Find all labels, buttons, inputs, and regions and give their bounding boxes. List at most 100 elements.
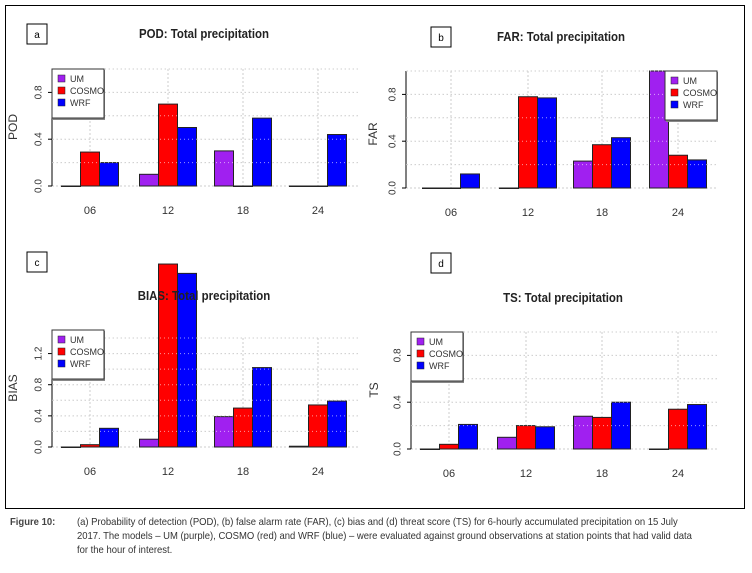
y-tick-label: 1.2: [34, 346, 45, 360]
bar-wrf-24: [327, 400, 347, 448]
bar-wrf-24: [687, 404, 707, 450]
bar-wrf-12: [537, 97, 557, 189]
y-tick-label: 0.0: [393, 442, 404, 456]
x-tick-label: 06: [84, 205, 96, 217]
y-tick-label: 0.0: [388, 181, 399, 195]
bar-cosmo-06: [80, 444, 100, 448]
bar-um-12: [139, 438, 159, 448]
bar-wrf-24: [687, 159, 707, 189]
chart-title: POD: Total precipitation: [139, 26, 269, 41]
x-tick-label: 24: [672, 468, 684, 480]
legend-label-cosmo: COSMO: [70, 347, 104, 357]
panel-a: 0.0 0.4 0.8 POD 06 12 18 24 POD: Total precipita…: [6, 23, 358, 217]
y-tick-label: 0.0: [34, 440, 45, 454]
panel-tag: c: [35, 258, 40, 269]
panel-tag: a: [34, 30, 40, 41]
legend-label-um: UM: [683, 76, 697, 86]
legend-swatch-wrf: [416, 361, 425, 370]
bar-um-06: [420, 448, 440, 450]
legend: UM COSMO WRF: [410, 331, 464, 383]
x-tick-label: 12: [522, 207, 534, 219]
panel-d: 0.0 0.4 0.8 TS 06 12 18 24 TS: Total precipitati…: [367, 252, 718, 480]
bar-wrf-06: [99, 427, 119, 448]
x-tick-label: 06: [445, 207, 457, 219]
bar-um-24: [289, 185, 309, 187]
bar-cosmo-18: [233, 185, 253, 187]
panel-tag-box: [430, 26, 452, 48]
figure-caption: Figure 10: (a) Probability of detection …: [10, 516, 694, 558]
bar-wrf-18: [252, 117, 272, 187]
x-tick-label: 06: [84, 466, 96, 478]
legend-label-um: UM: [70, 74, 84, 84]
legend-swatch-um: [57, 74, 66, 83]
y-tick-label: 0.4: [393, 395, 404, 409]
bar-wrf-06: [460, 173, 480, 189]
y-tick-label: 0.8: [388, 87, 399, 101]
x-tick-label: 12: [162, 205, 174, 217]
bar-um-06: [61, 185, 81, 187]
x-tick-label: 18: [596, 468, 608, 480]
bar-wrf-18: [611, 137, 631, 189]
y-tick-label: 0.8: [393, 348, 404, 362]
legend: UM COSMO WRF: [51, 68, 105, 120]
bar-cosmo-24: [308, 185, 328, 187]
legend-label-wrf: WRF: [683, 100, 704, 110]
panel-tag: b: [438, 33, 444, 44]
bar-wrf-12: [535, 426, 555, 450]
legend-label-cosmo: COSMO: [429, 349, 463, 359]
panel-b: 0.0 0.4 0.8 FAR 06 12 18 24 FAR: Total precipita…: [366, 26, 718, 219]
legend-swatch-cosmo: [57, 347, 66, 356]
panel-tag-box: [430, 252, 452, 274]
bar-cosmo-24: [668, 154, 688, 189]
y-tick-label: 0.4: [388, 134, 399, 148]
x-tick-label: 24: [312, 466, 324, 478]
legend: UM COSMO WRF: [51, 329, 105, 381]
bar-wrf-18: [252, 367, 272, 448]
bar-cosmo-18: [592, 416, 612, 450]
bar-um-12: [497, 436, 517, 450]
legend-label-wrf: WRF: [70, 98, 91, 108]
bar-cosmo-18: [592, 144, 612, 189]
legend-swatch-wrf: [57, 359, 66, 368]
panel-tag-box: [26, 251, 48, 273]
bar-um-24: [289, 445, 309, 448]
x-tick-label: 12: [162, 466, 174, 478]
legend-swatch-cosmo: [670, 88, 679, 97]
panel-tag-box: [26, 23, 48, 45]
figure-frame: [5, 5, 745, 509]
bar-cosmo-12: [516, 425, 536, 450]
chart-title: BIAS: Total precipitation: [138, 288, 271, 303]
x-tick-label: 18: [237, 205, 249, 217]
bar-wrf-24: [327, 134, 347, 187]
bar-wrf-06: [458, 423, 478, 450]
chart-title: FAR: Total precipitation: [497, 29, 625, 44]
legend-label-um: UM: [429, 337, 443, 347]
x-tick-label: 18: [237, 466, 249, 478]
y-axis-label: TS: [367, 382, 381, 397]
x-tick-label: 24: [312, 205, 324, 217]
legend-label-wrf: WRF: [70, 359, 91, 369]
x-tick-label: 18: [596, 207, 608, 219]
bar-cosmo-06: [439, 443, 459, 450]
bar-um-12: [139, 173, 159, 187]
bar-wrf-12: [177, 127, 197, 187]
bar-cosmo-24: [668, 408, 688, 450]
panel-tag: d: [438, 259, 444, 270]
y-tick-label: 0.8: [34, 377, 45, 391]
chart-title: TS: Total precipitation: [503, 290, 623, 305]
legend-swatch-cosmo: [57, 86, 66, 95]
y-tick-label: 0.4: [34, 408, 45, 422]
bar-wrf-12: [177, 272, 197, 448]
y-tick-label: 0.8: [34, 85, 45, 99]
bar-um-18: [573, 415, 593, 450]
x-tick-label: 12: [520, 468, 532, 480]
y-axis-label: BIAS: [6, 374, 20, 401]
legend-swatch-um: [416, 337, 425, 346]
legend: UM COSMO WRF: [664, 70, 718, 122]
legend-swatch-wrf: [670, 100, 679, 109]
bar-cosmo-24: [308, 404, 328, 448]
y-tick-label: 0.4: [34, 132, 45, 146]
bar-cosmo-06: [80, 151, 100, 187]
caption-text: (a) Probability of detection (POD), (b) …: [76, 517, 692, 556]
